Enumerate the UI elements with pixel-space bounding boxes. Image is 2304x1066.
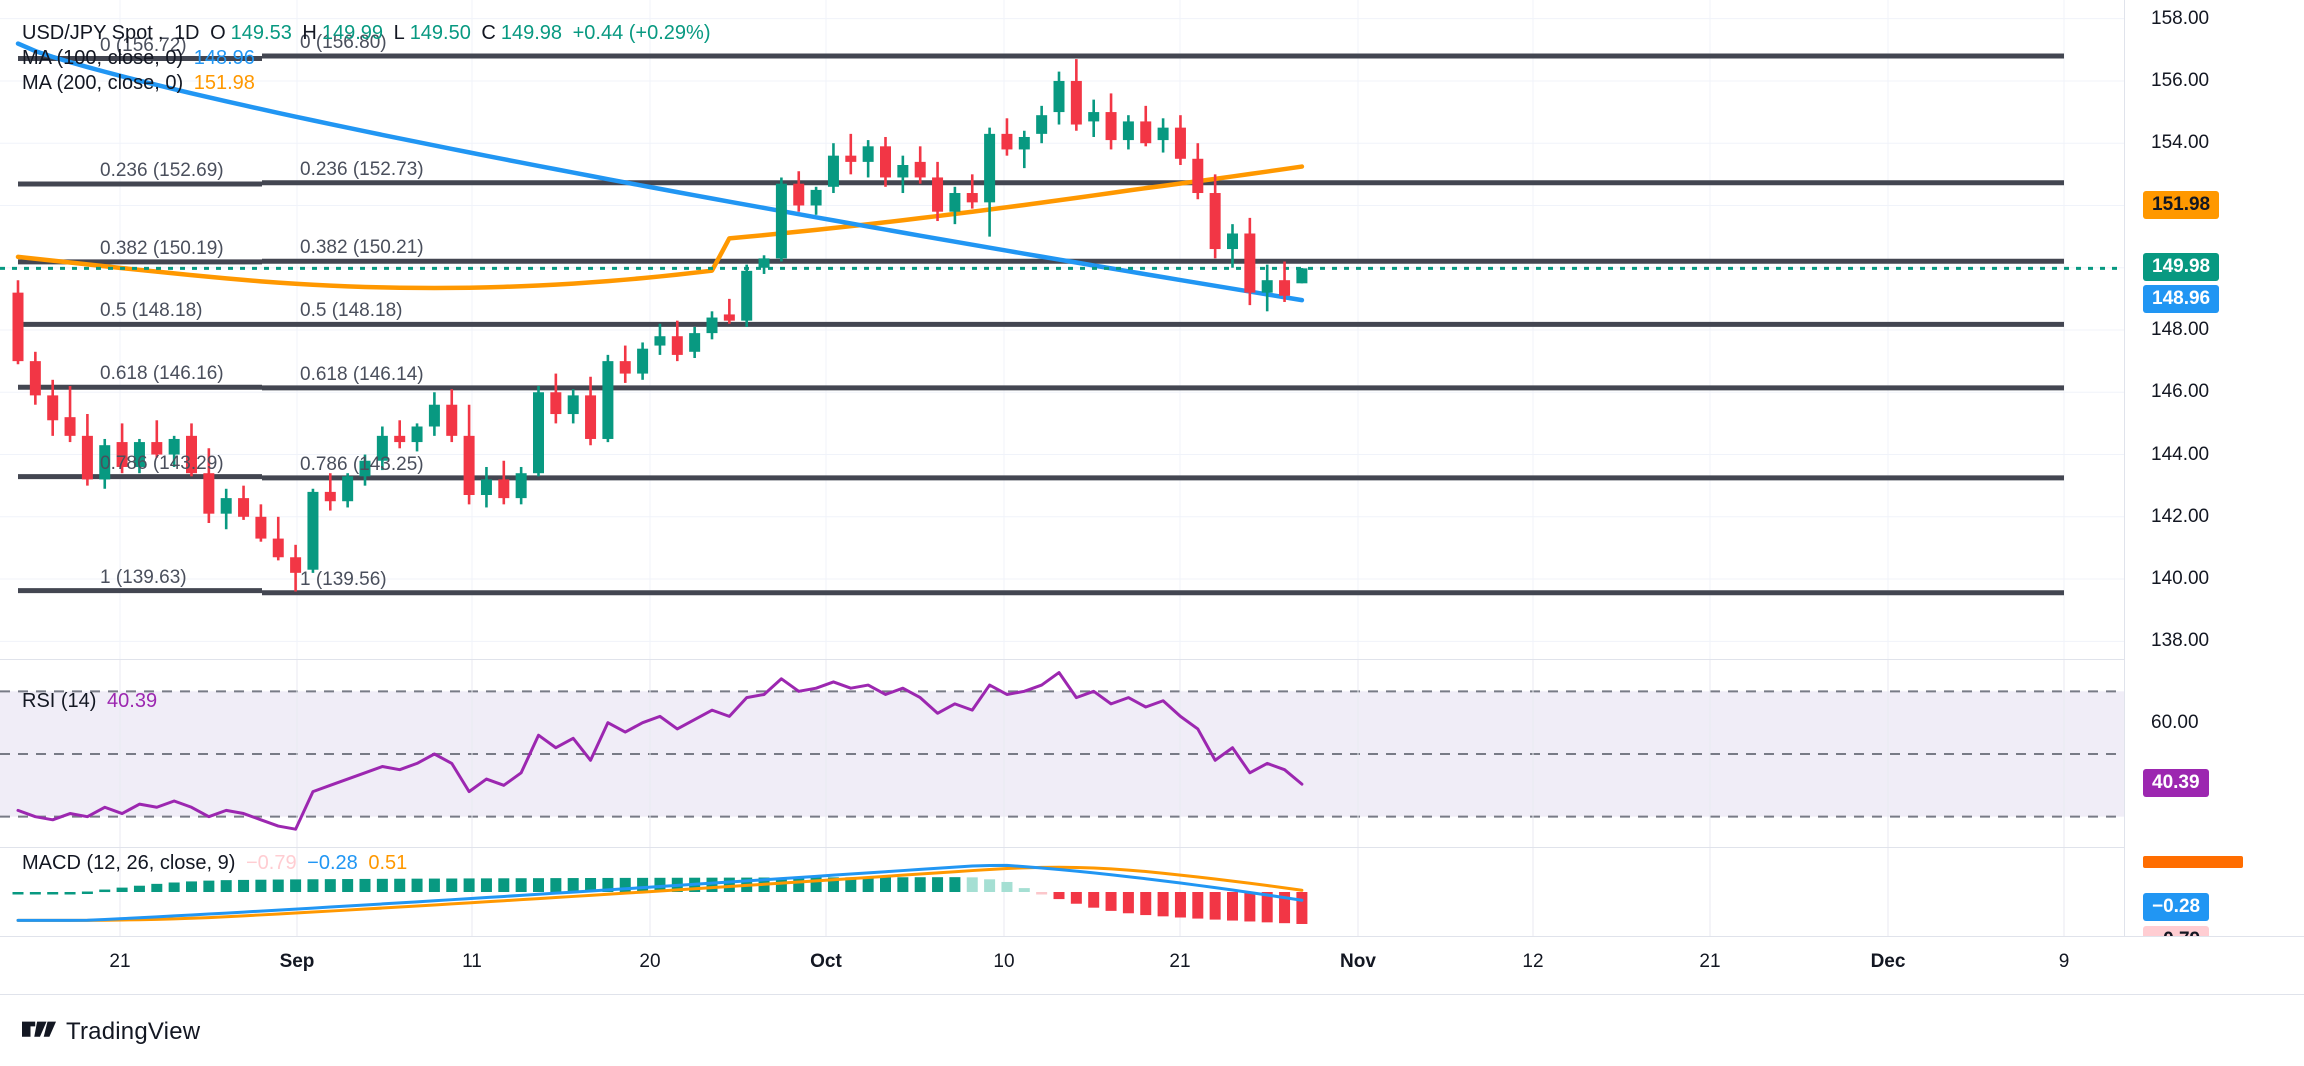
tradingview-logo-text: TradingView — [66, 1018, 201, 1045]
rsi-title: RSI (14) — [22, 690, 97, 712]
ma100-value: 148.96 — [193, 47, 255, 69]
time-axis[interactable]: 21 Sep 11 20 Oct 10 21 Nov 12 21 Dec 9 — [0, 936, 2304, 994]
macd-chart-canvas[interactable] — [0, 848, 2124, 936]
footer-strip — [0, 994, 2304, 1066]
fib-level-label: 0.618 (146.14) — [300, 363, 424, 385]
rsi-value: 40.39 — [107, 690, 158, 712]
macd-line-badge[interactable]: −0.28 — [2143, 893, 2210, 922]
price-axis[interactable]: 158.00156.00154.00152.00150.00148.00146.… — [2124, 0, 2304, 955]
time-axis-tick: 10 — [993, 951, 1015, 972]
rsi-legend[interactable]: RSI (14) 40.39 — [22, 690, 162, 713]
ma200-value: 151.98 — [193, 72, 255, 94]
fib-level-label: 1 (139.63) — [100, 566, 187, 588]
fib-level-label: 0 (156.80) — [300, 32, 387, 54]
tradingview-logo-icon — [22, 1021, 56, 1037]
pane-divider-macd — [0, 847, 2304, 848]
fib-level-label: 0.382 (150.21) — [300, 237, 424, 259]
price-axis-tick: 148.00 — [2151, 319, 2210, 340]
fib-level-label: 0.786 (143.25) — [300, 453, 424, 475]
macd-line-value: −0.28 — [307, 852, 358, 874]
time-axis-tick: Sep — [279, 951, 315, 972]
ma100-title: MA (100, close, 0) — [22, 47, 184, 69]
ma100-badge[interactable]: 148.96 — [2143, 285, 2220, 314]
price-axis-tick: 154.00 — [2151, 132, 2210, 154]
rsi-badge[interactable]: 40.39 — [2143, 769, 2209, 798]
time-axis-tick: 21 — [1699, 951, 1721, 972]
time-axis-tick: 12 — [1522, 951, 1544, 972]
legend-symbol[interactable]: USD/JPY Spot — [22, 22, 153, 44]
fib-level-label: 0 (156.72) — [100, 34, 187, 56]
legend-high-label: H — [302, 22, 317, 44]
price-axis-tick: 144.00 — [2151, 443, 2210, 465]
fib-level-label: 0.5 (148.18) — [300, 300, 403, 322]
macd-signal-value: 0.51 — [368, 852, 408, 874]
time-axis-tick: 9 — [2058, 951, 2070, 972]
fib-level-label: 0.786 (143.29) — [100, 452, 224, 474]
macd-pane[interactable] — [0, 848, 2124, 936]
last-price-badge[interactable]: 149.98 — [2143, 253, 2220, 282]
legend-change: +0.44 (+0.29%) — [572, 22, 711, 44]
time-axis-tick: 21 — [109, 951, 131, 972]
pane-divider-rsi — [0, 659, 2304, 660]
ma200-title: MA (200, close, 0) — [22, 72, 184, 94]
tradingview-logo[interactable]: TradingView — [22, 1018, 200, 1046]
legend-low-value: 149.50 — [409, 22, 471, 44]
rsi-pane[interactable] — [0, 660, 2124, 848]
time-axis-tick: Nov — [1340, 951, 1376, 972]
price-axis-tick: 140.00 — [2151, 568, 2210, 590]
macd-title: MACD (12, 26, close, 9) — [22, 852, 236, 874]
fib-level-label: 0.382 (150.19) — [100, 237, 224, 259]
fib-level-label: 0.236 (152.73) — [300, 158, 424, 180]
legend-open-label: O — [210, 22, 226, 44]
time-axis-tick: 20 — [639, 951, 661, 972]
fib-level-label: 0.236 (152.69) — [100, 159, 224, 181]
legend-close-value: 149.98 — [500, 22, 563, 44]
legend-interval[interactable]: 1D — [173, 22, 200, 44]
legend-open-value: 149.53 — [230, 22, 292, 44]
rsi-axis-tick: 60.00 — [2151, 711, 2199, 733]
legend-low-label: L — [393, 22, 405, 44]
ma100-legend[interactable]: MA (100, close, 0) 148.96 — [22, 47, 260, 70]
legend-separator-1: , — [157, 22, 164, 44]
legend-high-value: 149.99 — [321, 22, 383, 44]
fib-level-label: 0.5 (148.18) — [100, 300, 203, 322]
time-axis-tick: 21 — [1169, 951, 1191, 972]
price-pane[interactable] — [0, 0, 2124, 660]
macd-legend[interactable]: MACD (12, 26, close, 9) −0.79 −0.28 0.51 — [22, 852, 412, 875]
macd-signal-badge[interactable] — [2143, 856, 2243, 869]
price-chart-canvas[interactable] — [0, 0, 2124, 660]
macd-hist-value: −0.79 — [245, 852, 297, 874]
time-axis-tick: Oct — [810, 951, 842, 972]
price-axis-tick: 146.00 — [2151, 381, 2210, 403]
time-axis-tick: Dec — [1870, 951, 1906, 972]
time-axis-tick: 11 — [462, 951, 482, 972]
price-axis-tick: 158.00 — [2151, 7, 2210, 29]
ma200-badge[interactable]: 151.98 — [2143, 191, 2220, 220]
fib-level-label: 1 (139.56) — [300, 568, 387, 590]
price-axis-tick: 138.00 — [2151, 630, 2210, 652]
fib-level-label: 0.618 (146.16) — [100, 363, 224, 385]
price-axis-tick: 142.00 — [2151, 505, 2210, 527]
ma200-legend[interactable]: MA (200, close, 0) 151.98 — [22, 72, 260, 95]
price-axis-tick: 156.00 — [2151, 69, 2210, 91]
price-legend[interactable]: USD/JPY Spot, 1D O 149.53 H 149.99 L 149.50… — [22, 22, 715, 45]
legend-close-label: C — [481, 22, 496, 44]
rsi-chart-canvas[interactable] — [0, 660, 2124, 848]
